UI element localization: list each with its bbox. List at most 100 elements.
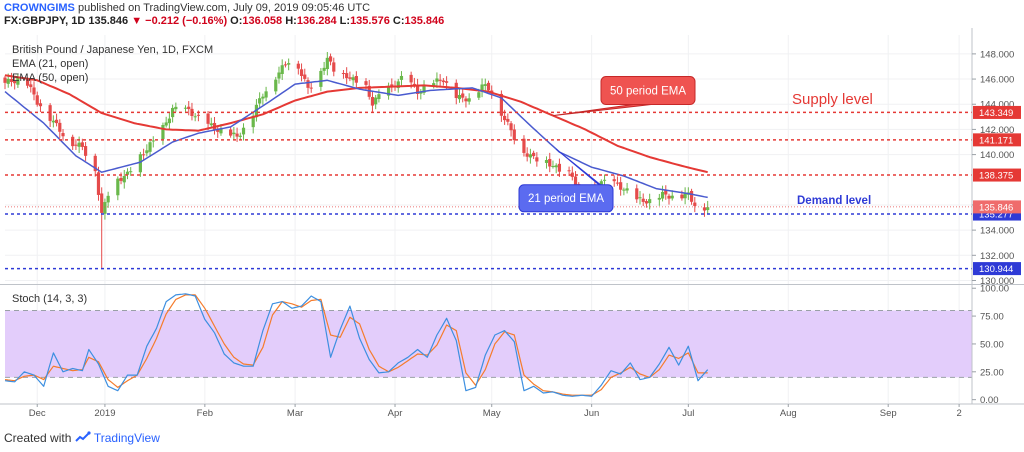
candle-down bbox=[9, 79, 14, 82]
candle-up bbox=[544, 160, 549, 163]
symbol-label: FX:GBPJPY, 1D bbox=[4, 15, 86, 27]
open-label: O: bbox=[230, 15, 243, 27]
candle-up bbox=[287, 63, 291, 65]
price-tick-label: 142.000 bbox=[980, 125, 1014, 136]
candle-down bbox=[328, 56, 333, 62]
candle-up bbox=[625, 188, 629, 191]
ema21-line bbox=[4, 79, 708, 199]
candle-up bbox=[164, 122, 168, 126]
candle-up bbox=[125, 171, 130, 175]
candle-down bbox=[409, 74, 413, 83]
candle-down bbox=[525, 153, 529, 157]
candle-up bbox=[209, 123, 213, 126]
level-badge-label: 130.944 bbox=[979, 264, 1013, 275]
candle-down bbox=[25, 79, 30, 86]
stoch-legend[interactable]: Stoch (14, 3, 3) bbox=[12, 293, 88, 305]
candle-up bbox=[106, 195, 110, 203]
candle-down bbox=[454, 82, 458, 99]
candle-up bbox=[528, 154, 533, 158]
publisher-line: CROWNGIMS published on TradingView.com, … bbox=[4, 2, 370, 14]
candle-down bbox=[364, 81, 368, 85]
candle-up bbox=[477, 92, 481, 98]
close-label: C: bbox=[392, 15, 405, 27]
price-tick-label: 134.000 bbox=[980, 226, 1014, 237]
candle-down bbox=[38, 103, 43, 107]
candle-down bbox=[83, 146, 88, 156]
candle-up bbox=[660, 191, 665, 199]
candle-down bbox=[612, 179, 616, 182]
candle-down bbox=[509, 123, 513, 131]
candle-down bbox=[680, 194, 684, 199]
candle-down bbox=[93, 155, 97, 172]
high-value: 136.284 bbox=[296, 15, 337, 27]
callout-50-pointer bbox=[552, 104, 652, 117]
tradingview-logo-icon bbox=[75, 431, 91, 442]
candle-down bbox=[309, 87, 313, 89]
time-tick-label: 2 bbox=[956, 408, 961, 419]
candle-down bbox=[71, 136, 75, 147]
candle-up bbox=[6, 78, 10, 84]
legend-ema50[interactable]: EMA (50, open) bbox=[12, 72, 89, 84]
candle-down bbox=[296, 63, 300, 69]
stoch-tick-label: 25.00 bbox=[980, 367, 1004, 378]
candle-up bbox=[51, 120, 55, 123]
candle-up bbox=[648, 199, 652, 204]
callout-21-box bbox=[518, 184, 614, 213]
candle-up bbox=[638, 197, 642, 199]
callout-50-box bbox=[600, 76, 696, 106]
candle-down bbox=[390, 84, 394, 86]
chart-canvas[interactable]: Supply level Demand level 50 period EMA 21 … bbox=[0, 28, 1024, 428]
price-tick-label: 144.000 bbox=[980, 100, 1014, 111]
author-name[interactable]: CROWNGIMS bbox=[4, 2, 75, 14]
candle-up bbox=[374, 97, 378, 105]
legend-title: British Pound / Japanese Yen, 1D, FXCM bbox=[12, 44, 214, 56]
candle-down bbox=[299, 69, 304, 77]
candle-up bbox=[422, 85, 426, 93]
candle-up bbox=[151, 140, 155, 142]
candle-down bbox=[499, 93, 503, 116]
candle-up bbox=[232, 132, 236, 135]
candle-down bbox=[441, 80, 445, 83]
candle-down bbox=[370, 97, 375, 106]
candle-down bbox=[206, 113, 210, 124]
level-badge-label: 143.349 bbox=[979, 108, 1013, 119]
candle-up bbox=[138, 154, 142, 173]
candle-down bbox=[354, 76, 358, 83]
candle-down bbox=[567, 170, 571, 172]
price-tick-label: 130.000 bbox=[980, 276, 1014, 287]
candle-up bbox=[103, 202, 107, 214]
time-tick-label: Dec bbox=[29, 408, 46, 419]
high-label: H: bbox=[285, 15, 297, 27]
candle-down bbox=[3, 77, 7, 83]
stoch-k-line bbox=[4, 293, 709, 397]
candle-down bbox=[306, 80, 310, 88]
candle-up bbox=[480, 84, 484, 92]
candle-down bbox=[444, 81, 449, 83]
candle-up bbox=[602, 179, 607, 181]
level-badge-label: 138.375 bbox=[979, 171, 1013, 182]
tradingview-brand[interactable]: TradingView bbox=[93, 431, 160, 445]
candle-up bbox=[122, 176, 126, 183]
candle-down bbox=[332, 62, 336, 72]
time-tick-label: May bbox=[483, 408, 501, 419]
low-label: L: bbox=[339, 15, 351, 27]
candle-up bbox=[386, 85, 391, 96]
stoch-tick-label: 0.00 bbox=[980, 395, 999, 406]
candle-up bbox=[219, 128, 223, 134]
candle-down bbox=[438, 79, 442, 81]
candle-up bbox=[274, 79, 278, 92]
candle-down bbox=[216, 128, 220, 132]
candle-down bbox=[303, 74, 307, 79]
chart-legend: British Pound / Japanese Yen, 1D, FXCM E… bbox=[12, 43, 213, 85]
candle-down bbox=[464, 98, 468, 102]
candle-down bbox=[196, 114, 200, 116]
legend-ema21[interactable]: EMA (21, open) bbox=[12, 58, 89, 70]
candle-down bbox=[615, 182, 620, 184]
candle-up bbox=[174, 106, 178, 110]
price-tick-label: 132.000 bbox=[980, 251, 1014, 262]
last-price: 135.846 bbox=[88, 15, 129, 27]
time-tick-label: Feb bbox=[197, 408, 213, 419]
candle-down bbox=[461, 93, 465, 98]
candle-up bbox=[551, 166, 555, 168]
candle-down bbox=[142, 154, 146, 156]
